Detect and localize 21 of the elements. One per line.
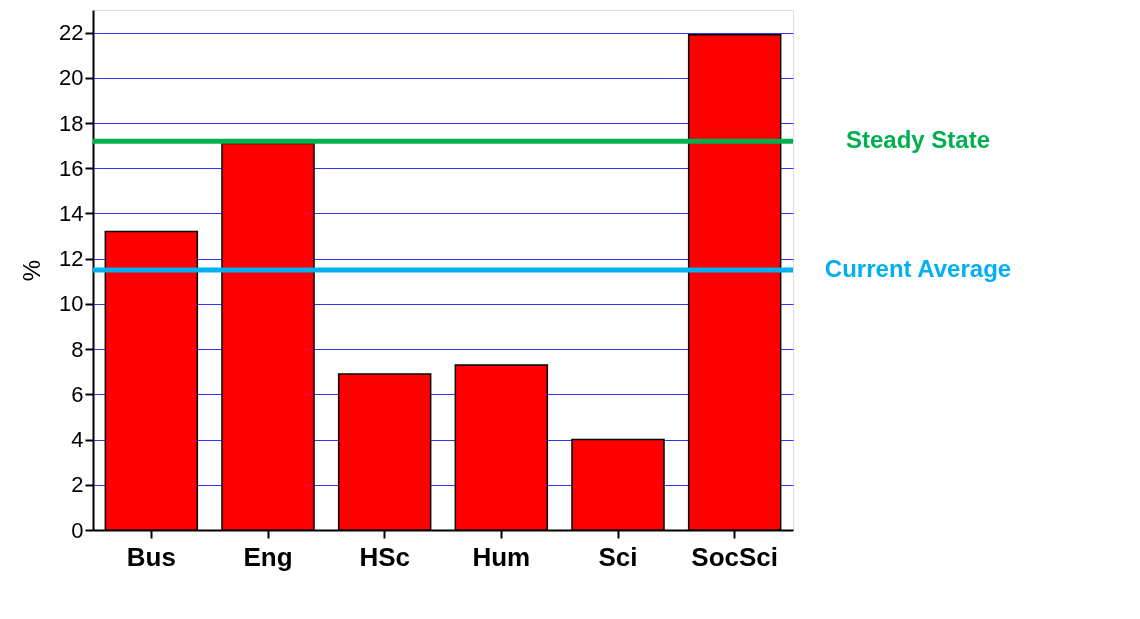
y-tick-label: 8 [71,336,84,362]
y-tick-label: 2 [71,472,84,498]
ref-line-label: Current Average [824,255,1012,282]
x-tick-label: Eng [243,541,293,572]
x-tick-label: HSc [359,541,410,572]
x-tick-label: SocSci [691,541,779,572]
y-tick-label: 4 [71,427,84,453]
y-tick-label: 14 [59,200,84,226]
y-tick-label: 10 [59,291,84,317]
y-tick-label: 0 [71,517,84,543]
x-tick-label: Hum [472,541,531,572]
ref-line-label: Steady State [845,126,991,154]
y-tick-label: 12 [59,246,84,272]
y-tick-label: 20 [59,65,84,91]
x-tick-label: Bus [126,541,176,572]
y-tick-label: 6 [71,381,84,407]
x-tick-label: Sci [598,541,638,572]
y-tick-label: 16 [59,155,84,181]
y-tick-label: 22 [59,20,84,46]
y-tick-label: 18 [59,110,84,136]
y-axis-title: % [18,259,46,282]
